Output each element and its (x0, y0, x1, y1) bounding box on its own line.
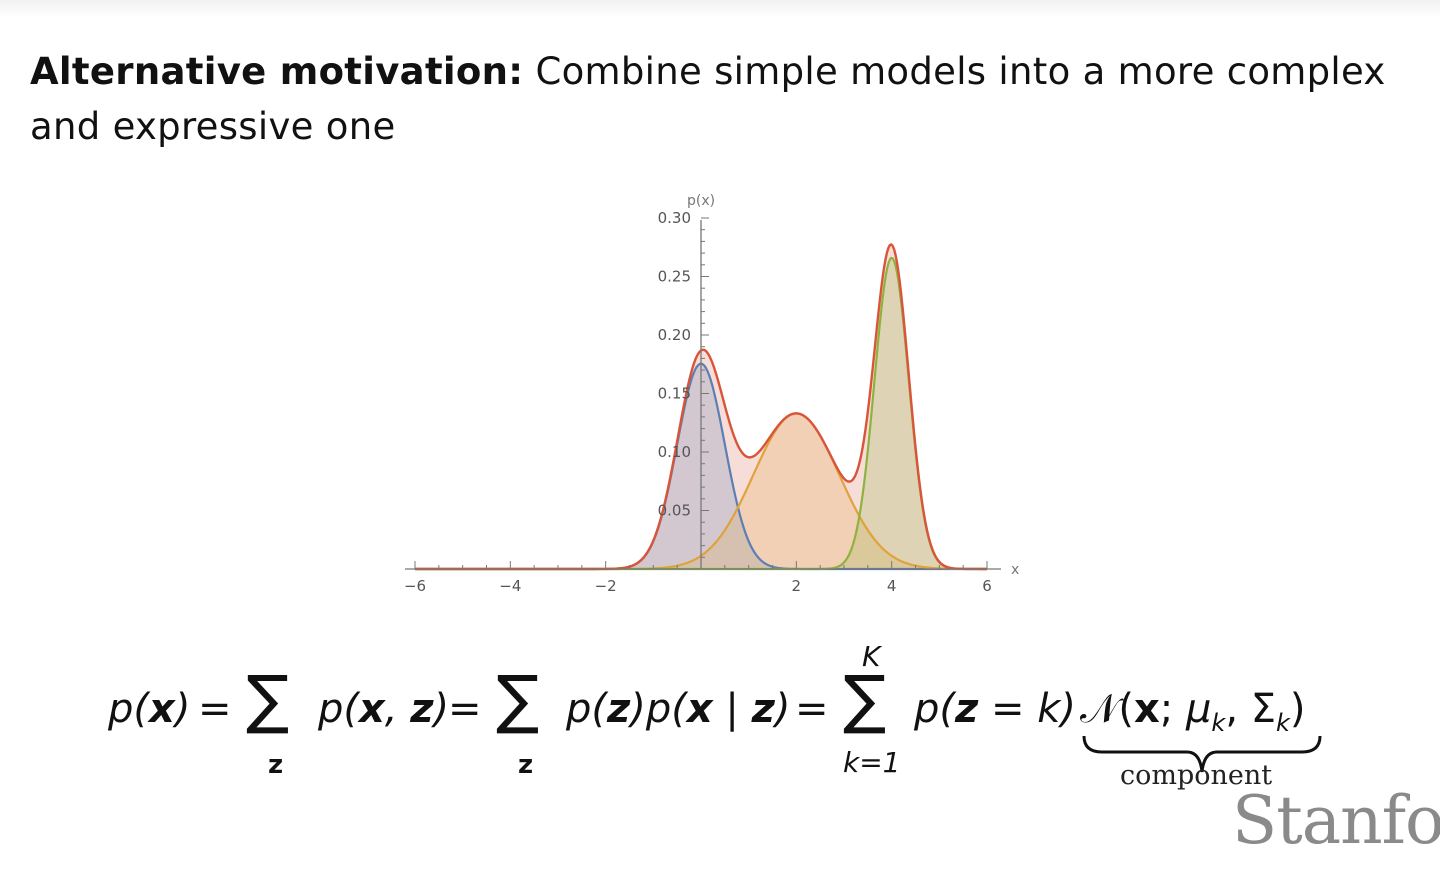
x-tick-label: −2 (595, 577, 617, 595)
x-tick-label: −6 (404, 577, 426, 595)
y-tick-label: 0.25 (658, 268, 691, 286)
x-ticks: −6 −4 −2 2 4 6 (404, 561, 992, 595)
sum-symbol-2: ∑ (496, 663, 540, 737)
equals-2: = (448, 686, 482, 732)
slide-heading: Alternative motivation: Combine simple m… (30, 44, 1410, 154)
underbrace (1082, 735, 1322, 773)
component-area-2 (415, 413, 987, 569)
y-tick-label: 0.05 (658, 502, 691, 520)
formula-term-3: p(z = k) (914, 686, 1076, 732)
heading-text: Combine simple models into a more comple… (30, 50, 1386, 148)
sum-lower: k=1 (843, 746, 901, 779)
mixture-density-chart: −6 −4 −2 2 4 6 0.05 0.10 0.15 0.20 0.25 0.30 x p(x… (404, 193, 1019, 595)
formula-term-4: 𝒩(x; μk, Σk) (1080, 686, 1306, 737)
sum-sub-2: z (518, 750, 534, 780)
y-tick-label: 0.15 (658, 385, 691, 403)
heading-bold: Alternative motivation: (30, 50, 524, 93)
y-tick-label: 0.20 (658, 326, 691, 344)
x-tick-label: 4 (887, 577, 897, 595)
x-tick-label: 2 (792, 577, 802, 595)
sum-symbol-3: ∑ (843, 663, 887, 737)
sum-symbol-1: ∑ (246, 663, 290, 737)
y-tick-label: 0.30 (658, 209, 691, 227)
x-tick-label: −4 (499, 577, 521, 595)
equals-1: = (198, 686, 232, 732)
equals-3: = (795, 686, 829, 732)
axes: −6 −4 −2 2 4 6 0.05 0.10 0.15 0.20 0.25 0.30 x p(x… (404, 193, 1019, 595)
mixture-formula: p(x) = ∑ z p(x, z) = ∑ z p(z)p(x | z) = … (0, 640, 1440, 800)
top-bar (0, 0, 1440, 18)
y-axis-label: p(x) (687, 193, 715, 209)
stanford-logo: Stanfor (1232, 782, 1440, 859)
formula-lhs: p(x) (108, 686, 191, 732)
x-tick-label: 6 (982, 577, 992, 595)
formula-term-2: p(z)p(x | z) (566, 686, 791, 732)
y-tick-label: 0.10 (658, 443, 691, 461)
component-label: component (1120, 760, 1273, 791)
formula-term-1: p(x, z) (318, 686, 450, 732)
sum-sub-1: z (268, 750, 284, 780)
x-axis-label: x (1011, 562, 1019, 578)
sum-upper: K (862, 640, 881, 673)
y-ticks: 0.05 0.10 0.15 0.20 0.25 0.30 (658, 209, 709, 558)
component-area-3 (415, 257, 987, 569)
